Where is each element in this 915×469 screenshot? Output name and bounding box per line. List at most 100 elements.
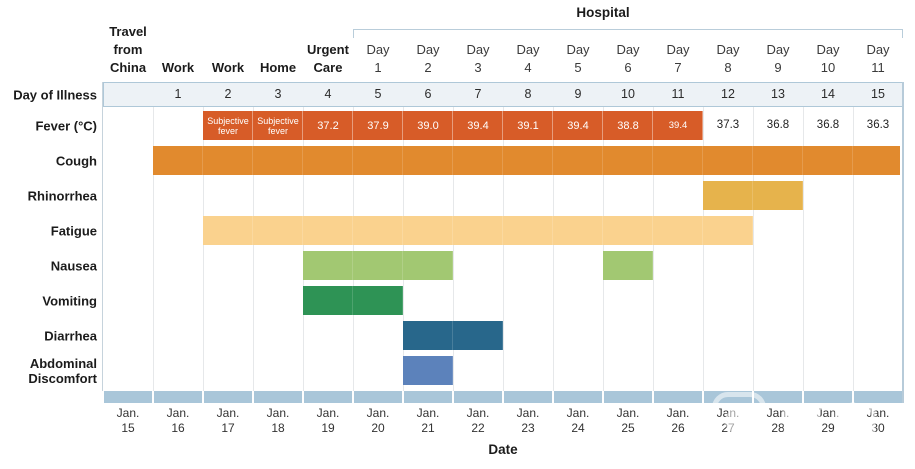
fever-value-cell: 37.2 bbox=[317, 119, 339, 132]
date-band-cell bbox=[554, 391, 602, 403]
column-header-phase: Home bbox=[259, 60, 297, 75]
hospital-span-bracket bbox=[353, 29, 903, 38]
grid-line bbox=[853, 107, 854, 391]
hospital-header-label: Hospital bbox=[576, 5, 630, 20]
fever-value-cell-offbar: 36.8 bbox=[816, 119, 840, 131]
date-band-cell bbox=[804, 391, 852, 403]
row-label-fever: Fever (°C) bbox=[35, 118, 97, 133]
fever-value-cell-offbar: 36.8 bbox=[766, 119, 790, 131]
illness-day-cell: 3 bbox=[274, 87, 282, 101]
grid-line bbox=[453, 107, 454, 391]
date-band-cell bbox=[254, 391, 302, 403]
grid-line bbox=[653, 107, 654, 391]
date-tick-label: Jan. 22 bbox=[466, 406, 490, 435]
date-tick-label: Jan. 28 bbox=[766, 406, 790, 435]
symptom-bar-fever bbox=[203, 111, 703, 140]
column-header-hospital-day: Day 3 bbox=[466, 42, 490, 75]
row-label-vomiting: Vomiting bbox=[42, 293, 97, 308]
row-label-diarrhea: Diarrhea bbox=[44, 328, 97, 343]
plot-right-border-line bbox=[902, 82, 904, 403]
fever-value-cell: 39.4 bbox=[668, 120, 688, 131]
date-tick-label: Jan. 15 bbox=[116, 406, 140, 435]
fever-value-cell: Subjective fever bbox=[257, 115, 299, 136]
column-header-hospital-day: Day 11 bbox=[866, 42, 890, 75]
illness-day-cell: 14 bbox=[821, 87, 835, 101]
date-tick-label: Jan. 21 bbox=[416, 406, 440, 435]
plot-left-axis-line bbox=[102, 82, 103, 391]
grid-line bbox=[803, 107, 804, 391]
illness-day-cell: 7 bbox=[474, 87, 482, 101]
fever-value-cell: 39.4 bbox=[467, 119, 489, 132]
date-band-cell bbox=[154, 391, 202, 403]
column-header-hospital-day: Day 5 bbox=[566, 42, 590, 75]
grid-line bbox=[353, 107, 354, 391]
day-of-illness-row-background bbox=[103, 82, 903, 107]
date-tick-label: Jan. 25 bbox=[616, 406, 640, 435]
column-header-hospital-day: Day 4 bbox=[516, 42, 540, 75]
illness-day-cell: 1 bbox=[174, 87, 182, 101]
fever-value-cell: 39.1 bbox=[517, 119, 539, 132]
date-band-cell bbox=[704, 391, 752, 403]
fever-value-cell-offbar: 37.3 bbox=[716, 119, 740, 131]
grid-line bbox=[203, 107, 204, 391]
date-band-cell bbox=[504, 391, 552, 403]
date-band-cell bbox=[404, 391, 452, 403]
column-header-hospital-day: Day 8 bbox=[716, 42, 740, 75]
date-tick-label: Jan. 23 bbox=[516, 406, 540, 435]
date-tick-label: Jan. 17 bbox=[216, 406, 240, 435]
symptom-bar-fatigue bbox=[203, 216, 753, 245]
illness-day-cell: 9 bbox=[574, 87, 582, 101]
row-label-abdominal: Abdominal Discomfort bbox=[28, 355, 97, 386]
row-label-day-of-illness: Day of Illness bbox=[13, 87, 97, 102]
date-band-cell bbox=[854, 391, 902, 403]
illness-day-cell: 11 bbox=[671, 87, 685, 101]
illness-day-cell: 13 bbox=[771, 87, 785, 101]
column-header-hospital-day: Day 6 bbox=[616, 42, 640, 75]
column-header-phase: Urgent Care bbox=[307, 42, 349, 75]
symptom-bar-rhinorrhea bbox=[703, 181, 803, 210]
date-tick-label: Jan. 20 bbox=[366, 406, 390, 435]
fever-value-cell: 39.4 bbox=[567, 119, 589, 132]
column-header-hospital-day: Day 2 bbox=[416, 42, 440, 75]
fever-value-cell: 39.0 bbox=[417, 119, 439, 132]
symptom-bar-nausea bbox=[303, 251, 453, 280]
symptom-bar-vomiting bbox=[303, 286, 403, 315]
grid-line bbox=[703, 107, 704, 391]
column-header-phase: Work bbox=[161, 60, 195, 75]
date-tick-label: Jan. 18 bbox=[266, 406, 290, 435]
illness-day-cell: 5 bbox=[374, 87, 382, 101]
symptom-bar-abdominal bbox=[403, 356, 453, 385]
column-header-phase: Work bbox=[211, 60, 245, 75]
fever-value-cell: 38.8 bbox=[617, 119, 639, 132]
illness-day-cell: 8 bbox=[524, 87, 532, 101]
illness-day-cell: 15 bbox=[871, 87, 885, 101]
grid-line bbox=[553, 107, 554, 391]
symptom-bar-diarrhea bbox=[403, 321, 503, 350]
illness-day-cell: 4 bbox=[324, 87, 332, 101]
date-band-cell bbox=[754, 391, 802, 403]
fever-value-cell: Subjective fever bbox=[207, 115, 249, 136]
date-tick-label: Jan. 30 bbox=[866, 406, 890, 435]
date-band-cell bbox=[604, 391, 652, 403]
illness-day-cell: 10 bbox=[621, 87, 635, 101]
column-header-hospital-day: Day 9 bbox=[766, 42, 790, 75]
grid-line bbox=[503, 107, 504, 391]
date-band-cell bbox=[454, 391, 502, 403]
date-band-cell bbox=[304, 391, 352, 403]
grid-line bbox=[153, 107, 154, 391]
date-band-cell bbox=[654, 391, 702, 403]
date-band-cell bbox=[204, 391, 252, 403]
date-tick-label: Jan. 26 bbox=[666, 406, 690, 435]
row-label-nausea: Nausea bbox=[50, 258, 97, 273]
illness-day-cell: 2 bbox=[224, 87, 232, 101]
row-label-cough: Cough bbox=[55, 153, 97, 168]
grid-line bbox=[603, 107, 604, 391]
date-tick-label: Jan. 16 bbox=[166, 406, 190, 435]
grid-line bbox=[403, 107, 404, 391]
grid-line bbox=[253, 107, 254, 391]
date-tick-label: Jan. 24 bbox=[566, 406, 590, 435]
column-header-hospital-day: Day 10 bbox=[816, 42, 840, 75]
symptom-bar-nausea bbox=[603, 251, 653, 280]
grid-line bbox=[753, 107, 754, 391]
